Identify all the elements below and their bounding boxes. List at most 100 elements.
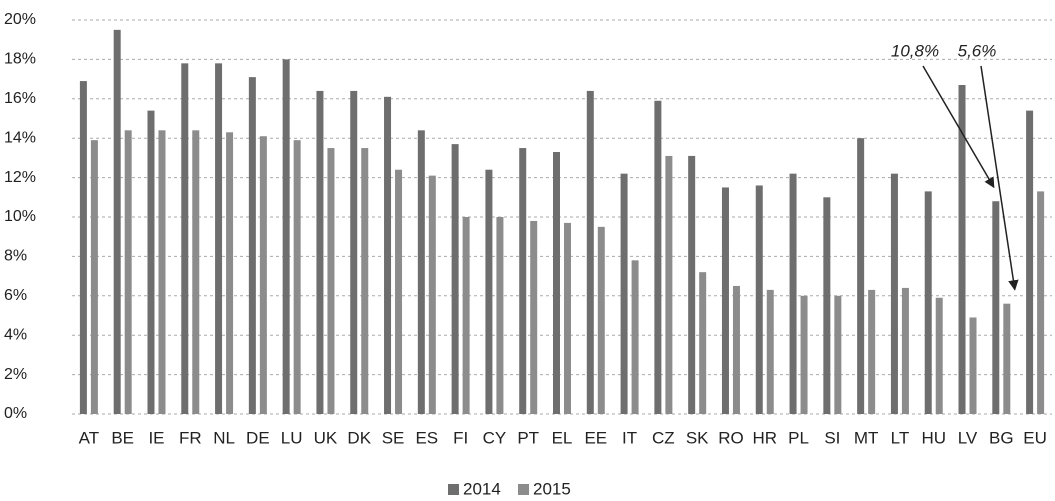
bar — [688, 155, 696, 414]
legend-swatch — [518, 484, 529, 495]
y-tick-label: 18% — [4, 51, 36, 68]
bar — [935, 297, 943, 414]
y-tick-label: 8% — [4, 248, 27, 265]
x-tick-label: UK — [314, 428, 338, 447]
y-tick-label: 2% — [4, 366, 27, 383]
annotation-arrow — [980, 65, 1019, 291]
bar — [158, 130, 166, 414]
x-tick-label: DK — [347, 428, 371, 447]
bar — [564, 222, 571, 414]
annotation-arrow — [922, 65, 995, 189]
bar — [215, 63, 223, 415]
y-tick-label: 14% — [4, 129, 36, 146]
bar — [868, 289, 876, 414]
bar — [755, 185, 763, 414]
bar — [259, 136, 267, 415]
y-tick-label: 12% — [4, 169, 36, 186]
x-tick-label: SI — [824, 428, 840, 447]
bar — [293, 140, 301, 415]
y-tick-label: 20% — [4, 11, 36, 28]
x-tick-label: EL — [552, 428, 573, 447]
bar — [485, 169, 493, 414]
x-tick-label: HR — [752, 428, 777, 447]
bar — [665, 155, 673, 414]
bar — [361, 148, 369, 415]
annotation: 10,8% — [891, 41, 939, 60]
x-tick-label: SK — [686, 428, 709, 447]
x-tick-label: LT — [891, 428, 910, 447]
bar — [620, 173, 628, 414]
bar — [113, 29, 121, 414]
x-tick-label: CZ — [652, 428, 675, 447]
bar — [147, 110, 155, 415]
bar — [226, 132, 234, 415]
bar — [654, 100, 662, 415]
bar — [924, 191, 932, 414]
bar — [631, 260, 639, 414]
x-tick-label: CY — [483, 428, 507, 447]
x-tick-label: EE — [584, 428, 607, 447]
y-tick-label: 4% — [4, 326, 27, 343]
bar — [834, 295, 842, 414]
bar — [350, 90, 358, 415]
bar — [417, 130, 425, 414]
bar — [586, 90, 594, 415]
bar — [519, 148, 527, 415]
bar — [428, 175, 436, 414]
x-tick-label: LU — [281, 428, 303, 447]
bar — [1026, 110, 1034, 415]
bar — [1003, 303, 1011, 414]
x-tick-label: FI — [453, 428, 468, 447]
bar — [766, 289, 774, 414]
x-tick-label: SE — [382, 428, 405, 447]
bar — [181, 63, 189, 415]
bar — [958, 85, 966, 414]
bar — [1037, 191, 1045, 414]
x-tick-label: IE — [148, 428, 164, 447]
legend-label: 2014 — [463, 479, 501, 498]
bar — [282, 59, 290, 415]
x-tick-label: HU — [921, 428, 946, 447]
x-tick-label: MT — [854, 428, 879, 447]
bar — [890, 173, 898, 414]
x-tick-label: BE — [111, 428, 134, 447]
bar — [597, 226, 605, 414]
annotation: 5,6% — [958, 41, 997, 60]
x-tick-label: ES — [415, 428, 438, 447]
bar — [721, 187, 729, 414]
bar — [992, 201, 1000, 414]
bar — [857, 138, 865, 414]
bar — [969, 317, 977, 414]
x-tick-label: PT — [517, 428, 539, 447]
bar — [395, 169, 403, 414]
x-tick-label: DE — [246, 428, 270, 447]
bar — [124, 130, 132, 414]
y-tick-label: 6% — [4, 287, 27, 304]
x-tick-label: FR — [179, 428, 202, 447]
bar — [192, 130, 200, 414]
y-tick-label: 10% — [4, 208, 36, 225]
bar — [800, 295, 808, 414]
y-tick-label: 16% — [4, 90, 36, 107]
bar — [901, 287, 909, 414]
x-tick-label: RO — [718, 428, 744, 447]
x-tick-label: PL — [788, 428, 809, 447]
bar — [327, 148, 335, 415]
x-tick-label: BG — [989, 428, 1014, 447]
bar — [699, 272, 707, 414]
bar — [316, 90, 324, 415]
bar — [732, 285, 740, 414]
bar — [79, 81, 87, 414]
bar — [789, 173, 797, 414]
x-tick-label: IT — [622, 428, 637, 447]
bar — [248, 77, 256, 414]
x-tick-label: AT — [79, 428, 99, 447]
x-tick-label: NL — [213, 428, 235, 447]
bar — [90, 140, 98, 415]
bar — [462, 217, 470, 414]
x-tick-label: EU — [1023, 428, 1047, 447]
bar — [553, 151, 560, 415]
bar — [451, 144, 459, 415]
legend-label: 2015 — [533, 479, 571, 498]
